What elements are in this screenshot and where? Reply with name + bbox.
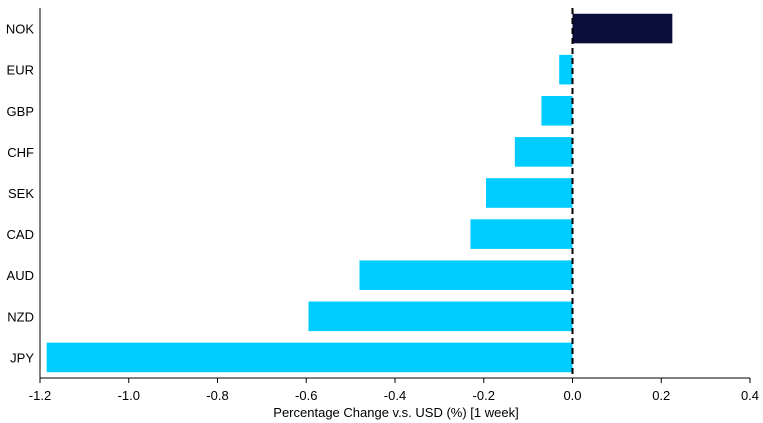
bar-jpy: [46, 342, 573, 373]
x-tick-label: -0.2: [473, 388, 495, 403]
bar-cad: [470, 219, 573, 249]
x-axis-ticks: -1.2 -1.0 -0.8 -0.6 -0.4 -0.2 0.0 0.2 0.4: [29, 378, 759, 403]
bars-group: [46, 13, 673, 373]
bar-chf: [514, 137, 573, 167]
bar-sek: [485, 178, 573, 208]
category-label-gbp: GBP: [7, 104, 34, 119]
x-tick-label: 0.2: [652, 388, 670, 403]
x-tick-label: 0.0: [563, 388, 581, 403]
bar-nok: [572, 13, 673, 44]
x-tick-label: -0.6: [295, 388, 317, 403]
category-label-jpy: JPY: [10, 350, 34, 365]
x-tick-label: -1.2: [29, 388, 51, 403]
category-label-nzd: NZD: [7, 309, 34, 324]
x-tick-label: -1.0: [118, 388, 140, 403]
category-label-nok: NOK: [6, 22, 35, 37]
category-label-chf: CHF: [7, 145, 34, 160]
x-tick-label: 0.4: [741, 388, 759, 403]
category-label-aud: AUD: [7, 268, 34, 283]
x-axis-title: Percentage Change v.s. USD (%) [1 week]: [273, 405, 518, 420]
category-label-sek: SEK: [8, 186, 34, 201]
x-tick-label: -0.8: [206, 388, 228, 403]
x-tick-label: -0.4: [384, 388, 406, 403]
bar-nzd: [308, 301, 573, 332]
bar-aud: [359, 260, 573, 291]
category-label-eur: EUR: [7, 63, 34, 78]
category-label-cad: CAD: [7, 227, 34, 242]
category-labels: NOK EUR GBP CHF SEK CAD AUD NZD JPY: [6, 22, 35, 366]
bar-gbp: [541, 95, 573, 126]
bar-eur: [559, 54, 573, 85]
